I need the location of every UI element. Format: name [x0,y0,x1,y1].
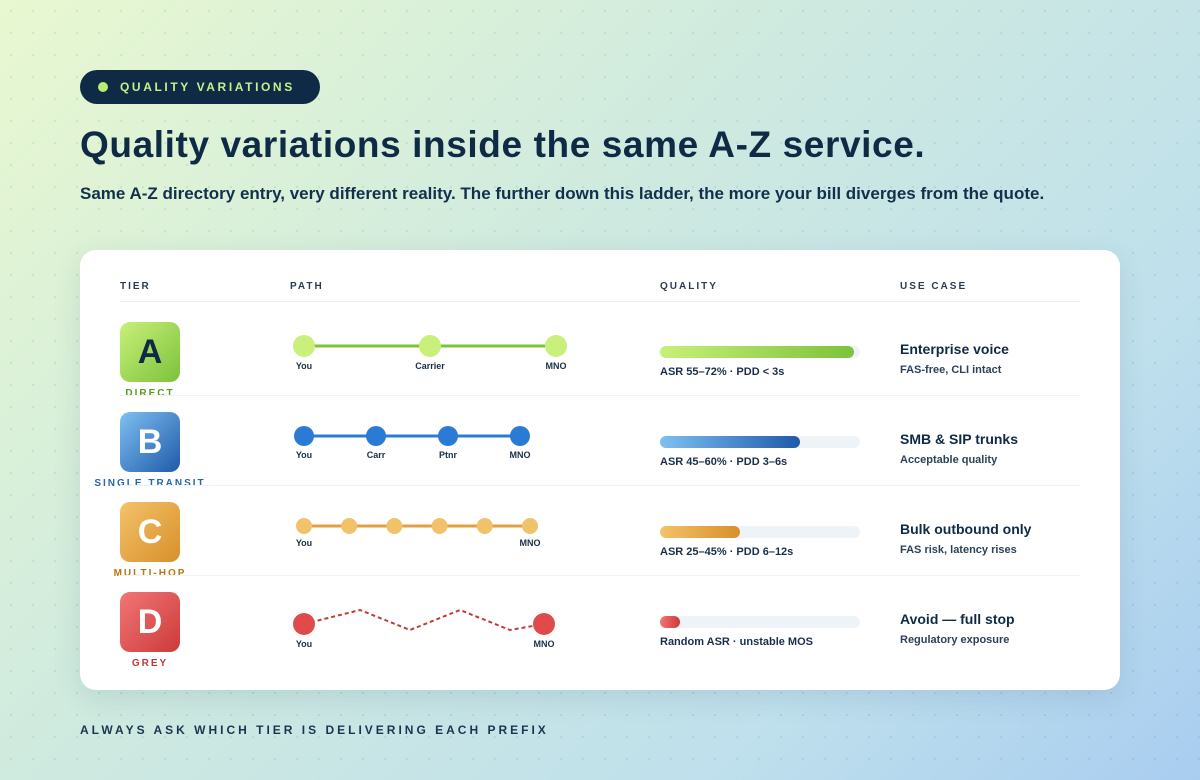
path-node [296,518,312,534]
quality-bar [660,346,860,358]
quality-bar-fill [660,436,800,448]
path-diagram: You Carr Ptnr MNO [294,426,531,460]
path-node-label: MNO [520,538,541,548]
path-node [476,518,493,534]
path-node-label: Carr [367,450,386,460]
page-subtitle: Same A-Z directory entry, very different… [80,184,1045,203]
path-node [431,518,448,534]
header-use-case: USE CASE [900,281,968,292]
tier-name: DIRECT [125,388,175,399]
path-node [533,613,555,635]
tier-row: A DIRECT You Carrier MNO ASR 55–72% · PDD < 3… [80,306,1120,399]
path-node [294,426,314,446]
use-case-title: SMB & SIP trunks [900,431,1018,447]
path-diagram: You MNO [296,518,541,548]
quality-bar-fill [660,526,740,538]
path-node [522,518,538,534]
use-case-detail: FAS-free, CLI intact [900,364,1002,376]
badge-dot-icon [98,82,108,92]
path-line [303,608,545,632]
badge-label: QUALITY VARIATIONS [120,80,295,94]
use-case-title: Avoid — full stop [900,611,1015,627]
path-node-label: MNO [534,639,555,649]
use-case-title: Bulk outbound only [900,521,1032,537]
quality-metric: ASR 25–45% · PDD 6–12s [660,546,794,558]
path-node-label: You [296,538,312,548]
header-quality: QUALITY [660,281,718,292]
use-case-title: Enterprise voice [900,341,1009,357]
path-node [545,335,567,357]
quality-metric: Random ASR · unstable MOS [660,636,813,648]
path-node-label: You [296,639,312,649]
tier-row: B SINGLE TRANSIT You Carr Ptnr MNO ASR 45–60% … [80,396,1120,489]
path-node-label: MNO [546,361,567,371]
path-node [293,335,315,357]
section-badge: QUALITY VARIATIONS [80,70,320,104]
tier-name: MULTI-HOP [113,568,187,579]
path-node [419,335,441,357]
page-title: Quality variations inside the same A-Z s… [80,124,926,165]
quality-bar [660,436,860,448]
path-node-label: Ptnr [439,450,457,460]
path-diagram: You Carrier MNO [293,335,567,371]
path-node [366,426,386,446]
quality-bar [660,526,860,538]
tier-name: SINGLE TRANSIT [94,478,206,489]
path-node-label: You [296,450,312,460]
use-case-detail: Regulatory exposure [900,634,1010,646]
tier-table-card: TIER PATH QUALITY USE CASE A DIRECT You Car… [80,250,1120,690]
use-case-detail: FAS risk, latency rises [900,544,1017,556]
path-node [510,426,530,446]
quality-metric: ASR 55–72% · PDD < 3s [660,366,785,378]
tier-name: GREY [131,658,169,669]
use-case-detail: Acceptable quality [900,454,998,466]
header-path: PATH [290,281,324,292]
row-divider [120,485,1080,486]
path-node [293,613,315,635]
path-node [438,426,458,446]
quality-bar-fill [660,346,854,358]
tier-letter-tile: A [120,322,180,382]
path-node [386,518,403,534]
path-node-label: Carrier [415,361,445,371]
tier-row: C MULTI-HOP You MNO ASR 25–45% · PDD 6–12s Bu… [80,486,1120,579]
path-node-label: You [296,361,312,371]
tier-letter-tile: C [120,502,180,562]
path-node [341,518,358,534]
tier-letter-tile: D [120,592,180,652]
quality-bar-fill [660,616,680,628]
footer-note: ALWAYS ASK WHICH TIER IS DELIVERING EACH… [80,723,549,737]
path-node-label: MNO [510,450,531,460]
quality-bar [660,616,860,628]
header-tier: TIER [120,281,151,292]
path-diagram: You MNO [293,608,555,649]
tier-row: D GREY You MNO Random ASR · unstable MOS Avoi… [80,576,1120,669]
quality-metric: ASR 45–60% · PDD 3–6s [660,456,788,468]
tier-letter-tile: B [120,412,180,472]
row-divider [120,395,1080,396]
header-divider [120,301,1080,302]
row-divider [120,575,1080,576]
